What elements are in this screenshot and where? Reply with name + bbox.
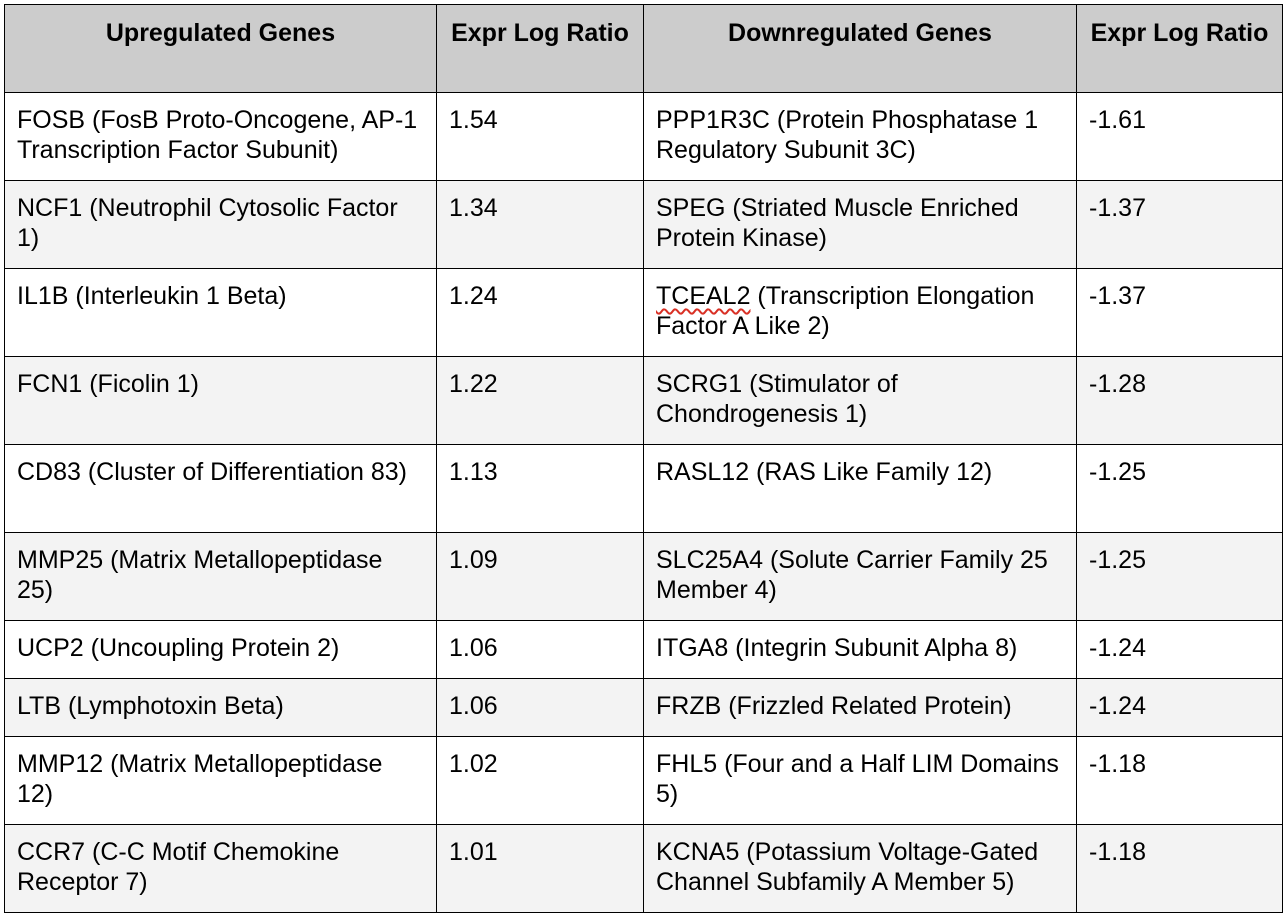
up-ratio-cell: 1.22 bbox=[436, 356, 644, 445]
up-gene-cell: IL1B (Interleukin 1 Beta) bbox=[4, 268, 437, 357]
up-gene-cell: LTB (Lymphotoxin Beta) bbox=[4, 678, 437, 737]
down-gene-cell: SCRG1 (Stimulator of Chondrogenesis 1) bbox=[643, 356, 1077, 445]
down-gene-cell: TCEAL2 (Transcription Elongation Factor … bbox=[643, 268, 1077, 357]
up-gene-cell: MMP25 (Matrix Metallopeptidase 25) bbox=[4, 532, 437, 621]
down-gene-cell: PPP1R3C (Protein Phosphatase 1 Regulator… bbox=[643, 92, 1077, 181]
up-gene-cell: FOSB (FosB Proto-Oncogene, AP-1 Transcri… bbox=[4, 92, 437, 181]
down-ratio-cell: -1.37 bbox=[1076, 180, 1283, 269]
table-body: FOSB (FosB Proto-Oncogene, AP-1 Transcri… bbox=[4, 92, 1283, 913]
table-row: FCN1 (Ficolin 1) 1.22 SCRG1 (Stimulator … bbox=[4, 356, 1283, 445]
up-ratio-cell: 1.06 bbox=[436, 678, 644, 737]
up-ratio-cell: 1.54 bbox=[436, 92, 644, 181]
header-downregulated-genes: Downregulated Genes bbox=[643, 4, 1077, 93]
table-row: NCF1 (Neutrophil Cytosolic Factor 1) 1.3… bbox=[4, 180, 1283, 269]
table-header: Upregulated Genes Expr Log Ratio Downreg… bbox=[4, 4, 1283, 93]
header-down-expr-log-ratio: Expr Log Ratio bbox=[1076, 4, 1283, 93]
up-ratio-cell: 1.01 bbox=[436, 824, 644, 913]
down-ratio-cell: -1.28 bbox=[1076, 356, 1283, 445]
header-up-expr-log-ratio: Expr Log Ratio bbox=[436, 4, 644, 93]
down-ratio-cell: -1.24 bbox=[1076, 620, 1283, 679]
up-ratio-cell: 1.02 bbox=[436, 736, 644, 825]
down-ratio-cell: -1.25 bbox=[1076, 444, 1283, 533]
down-ratio-cell: -1.18 bbox=[1076, 824, 1283, 913]
table-row: UCP2 (Uncoupling Protein 2) 1.06 ITGA8 (… bbox=[4, 620, 1283, 679]
up-gene-cell: FCN1 (Ficolin 1) bbox=[4, 356, 437, 445]
up-ratio-cell: 1.24 bbox=[436, 268, 644, 357]
down-gene-cell: SLC25A4 (Solute Carrier Family 25 Member… bbox=[643, 532, 1077, 621]
table-row: MMP25 (Matrix Metallopeptidase 25) 1.09 … bbox=[4, 532, 1283, 621]
table-row: FOSB (FosB Proto-Oncogene, AP-1 Transcri… bbox=[4, 92, 1283, 181]
down-gene-cell: FRZB (Frizzled Related Protein) bbox=[643, 678, 1077, 737]
up-gene-cell: UCP2 (Uncoupling Protein 2) bbox=[4, 620, 437, 679]
table-row: MMP12 (Matrix Metallopeptidase 12) 1.02 … bbox=[4, 736, 1283, 825]
table-row: CCR7 (C-C Motif Chemokine Receptor 7) 1.… bbox=[4, 824, 1283, 913]
up-gene-cell: CD83 (Cluster of Differentiation 83) bbox=[4, 444, 437, 533]
up-gene-cell: CCR7 (C-C Motif Chemokine Receptor 7) bbox=[4, 824, 437, 913]
header-row: Upregulated Genes Expr Log Ratio Downreg… bbox=[4, 4, 1283, 93]
table-row: LTB (Lymphotoxin Beta) 1.06 FRZB (Frizzl… bbox=[4, 678, 1283, 737]
table-row: CD83 (Cluster of Differentiation 83) 1.1… bbox=[4, 444, 1283, 533]
down-gene-cell: ITGA8 (Integrin Subunit Alpha 8) bbox=[643, 620, 1077, 679]
table-row: IL1B (Interleukin 1 Beta) 1.24 TCEAL2 (T… bbox=[4, 268, 1283, 357]
down-gene-cell: FHL5 (Four and a Half LIM Domains 5) bbox=[643, 736, 1077, 825]
up-ratio-cell: 1.09 bbox=[436, 532, 644, 621]
down-gene-cell: KCNA5 (Potassium Voltage-Gated Channel S… bbox=[643, 824, 1077, 913]
down-ratio-cell: -1.37 bbox=[1076, 268, 1283, 357]
up-ratio-cell: 1.13 bbox=[436, 444, 644, 533]
up-gene-cell: NCF1 (Neutrophil Cytosolic Factor 1) bbox=[4, 180, 437, 269]
down-ratio-cell: -1.18 bbox=[1076, 736, 1283, 825]
down-gene-cell: RASL12 (RAS Like Family 12) bbox=[643, 444, 1077, 533]
down-ratio-cell: -1.24 bbox=[1076, 678, 1283, 737]
gene-expression-table: Upregulated Genes Expr Log Ratio Downreg… bbox=[4, 4, 1283, 913]
down-ratio-cell: -1.25 bbox=[1076, 532, 1283, 621]
header-upregulated-genes: Upregulated Genes bbox=[4, 4, 437, 93]
up-ratio-cell: 1.06 bbox=[436, 620, 644, 679]
down-gene-description: (Transcription Elongation Factor A Like … bbox=[656, 282, 1035, 340]
up-gene-cell: MMP12 (Matrix Metallopeptidase 12) bbox=[4, 736, 437, 825]
up-ratio-cell: 1.34 bbox=[436, 180, 644, 269]
down-ratio-cell: -1.61 bbox=[1076, 92, 1283, 181]
down-gene-cell: SPEG (Striated Muscle Enriched Protein K… bbox=[643, 180, 1077, 269]
misspelled-gene-symbol[interactable]: TCEAL2 bbox=[656, 282, 751, 310]
